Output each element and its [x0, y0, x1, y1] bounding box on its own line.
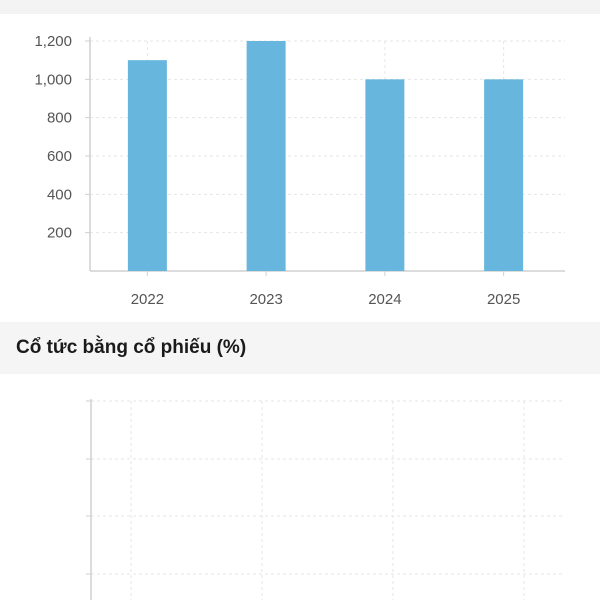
y-tick-label: 1,200: [34, 33, 72, 50]
chart-bars: [127, 41, 524, 271]
x-axis-tick-labels: 2022 2023 2024 2025: [131, 291, 521, 308]
section-title: Cổ tức bằng cổ phiếu (%): [16, 337, 247, 358]
x-tick-label: 2023: [249, 291, 282, 308]
bar-2025: [484, 79, 524, 271]
x-tick-label: 2025: [487, 291, 520, 308]
bar-2023: [246, 41, 286, 271]
section-header: [0, 322, 600, 374]
bar-2024: [365, 79, 405, 271]
x-tick-label: 2022: [131, 291, 164, 308]
y-tick-label: 200: [47, 225, 72, 242]
y-tick-label: 1,000: [34, 71, 72, 88]
empty-chart-axes: [86, 399, 92, 600]
bar-2022: [127, 60, 167, 271]
top-strip: [0, 0, 600, 14]
empty-chart-gridlines: [91, 400, 565, 600]
x-tick-label: 2024: [368, 291, 401, 308]
y-tick-label: 800: [47, 110, 72, 127]
y-tick-label: 600: [47, 148, 72, 165]
cash-dividend-bar-chart: 200 400 600 800 1,000 1,200 2022 2023 2024 2025: [34, 33, 565, 308]
y-tick-label: 400: [47, 186, 72, 203]
y-axis-tick-labels: 200 400 600 800 1,000 1,200: [34, 33, 72, 242]
